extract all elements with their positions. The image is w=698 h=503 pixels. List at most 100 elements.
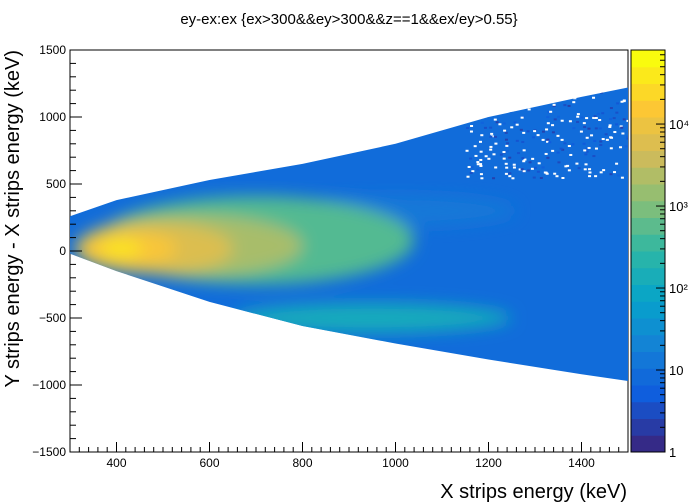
sparse-bin bbox=[568, 120, 572, 123]
sparse-bin bbox=[613, 171, 617, 174]
sparse-bin bbox=[547, 111, 551, 114]
sparse-bin bbox=[467, 165, 471, 168]
sparse-bin bbox=[545, 128, 549, 131]
x-tick-label: 1400 bbox=[568, 456, 595, 470]
sparse-bin bbox=[571, 143, 575, 146]
sparse-bin bbox=[521, 157, 525, 160]
sparse-bin bbox=[492, 177, 496, 180]
sparse-bin bbox=[556, 151, 560, 154]
sparse-bin bbox=[563, 142, 567, 145]
sparse-bin bbox=[601, 138, 605, 141]
sparse-bin bbox=[470, 125, 474, 128]
sparse-bin bbox=[533, 166, 537, 169]
sparse-bin bbox=[557, 161, 561, 164]
sparse-bin bbox=[480, 177, 484, 180]
color-bar-segment bbox=[631, 133, 665, 151]
sparse-bin bbox=[594, 147, 598, 150]
sparse-bin bbox=[602, 169, 606, 172]
sparse-bin bbox=[469, 172, 473, 175]
sparse-bin bbox=[609, 118, 613, 121]
sparse-bin bbox=[599, 140, 603, 143]
sparse-bin bbox=[539, 176, 543, 179]
sparse-bin bbox=[605, 138, 609, 141]
sparse-bin bbox=[508, 175, 512, 178]
sparse-bin bbox=[610, 136, 614, 139]
sparse-bin bbox=[541, 166, 545, 169]
sparse-bin bbox=[615, 162, 619, 165]
sparse-bin bbox=[522, 170, 526, 173]
sparse-bin bbox=[533, 130, 537, 133]
sparse-bin bbox=[561, 177, 565, 180]
x-axis-label: X strips energy (keV) bbox=[440, 481, 627, 503]
color-bar-segment bbox=[631, 401, 665, 419]
sparse-bin bbox=[609, 173, 613, 176]
sparse-bin bbox=[576, 113, 580, 116]
sparse-bin bbox=[494, 166, 498, 169]
sparse-bin bbox=[505, 150, 509, 153]
sparse-bin bbox=[528, 161, 532, 164]
sparse-bin bbox=[522, 160, 526, 163]
sparse-bin bbox=[579, 130, 583, 133]
sparse-bin bbox=[592, 116, 596, 119]
color-tick-label: 10³ bbox=[669, 199, 688, 214]
sparse-bin bbox=[549, 110, 553, 113]
sparse-bin bbox=[553, 118, 557, 121]
sparse-bin bbox=[560, 119, 564, 122]
sparse-bin bbox=[545, 172, 549, 175]
color-scale-bar bbox=[630, 49, 666, 453]
sparse-bin bbox=[587, 146, 591, 149]
sparse-bin bbox=[585, 150, 589, 153]
sparse-bin bbox=[548, 141, 552, 144]
sparse-bin bbox=[527, 108, 531, 111]
sparse-bin bbox=[601, 112, 605, 115]
sparse-bin bbox=[620, 100, 624, 103]
sparse-bin bbox=[518, 168, 522, 171]
sparse-bin bbox=[624, 145, 628, 148]
sparse-bin bbox=[613, 131, 617, 134]
color-tick-label: 10⁴ bbox=[669, 117, 689, 132]
density-blob bbox=[232, 303, 512, 333]
sparse-bin bbox=[521, 140, 525, 143]
sparse-bin bbox=[504, 172, 508, 175]
sparse-bin bbox=[471, 170, 475, 173]
sparse-bin bbox=[520, 116, 524, 119]
sparse-bin bbox=[544, 152, 548, 155]
color-tick-label: 10² bbox=[669, 281, 688, 296]
color-bar-segment bbox=[631, 318, 665, 336]
sparse-bin bbox=[572, 127, 576, 130]
color-bar-segment bbox=[631, 435, 665, 453]
sparse-bin bbox=[585, 117, 589, 120]
y-tick-label: 0 bbox=[59, 244, 66, 258]
sparse-bin bbox=[508, 172, 512, 175]
x-tick-label: 1000 bbox=[382, 456, 409, 470]
color-bar-segment bbox=[631, 267, 665, 285]
sparse-bin bbox=[620, 126, 624, 129]
color-bar-segment bbox=[631, 217, 665, 235]
sparse-bin bbox=[541, 138, 545, 141]
sparse-bin bbox=[609, 147, 613, 150]
sparse-bin bbox=[563, 104, 567, 107]
sparse-bin bbox=[469, 130, 473, 133]
sparse-bin bbox=[530, 167, 534, 170]
sparse-bin bbox=[466, 175, 470, 178]
sparse-bin bbox=[495, 121, 499, 124]
sparse-bin bbox=[552, 104, 556, 107]
color-bar-segment bbox=[631, 184, 665, 202]
sparse-bin bbox=[621, 132, 625, 135]
sparse-bin bbox=[492, 153, 496, 156]
color-bar-segment bbox=[631, 200, 665, 218]
sparse-bin bbox=[552, 103, 556, 106]
color-bar-segment bbox=[631, 50, 665, 68]
sparse-bin bbox=[489, 148, 493, 151]
sparse-bin bbox=[504, 162, 508, 165]
sparse-bin bbox=[480, 134, 484, 137]
density-blob bbox=[100, 240, 143, 257]
sparse-bin bbox=[580, 116, 584, 119]
sparse-bin bbox=[508, 156, 512, 159]
sparse-bin bbox=[555, 175, 559, 178]
sparse-bin bbox=[494, 135, 498, 138]
sparse-bin bbox=[556, 134, 560, 137]
sparse-bin bbox=[469, 157, 473, 160]
color-bar-segment bbox=[631, 83, 665, 101]
